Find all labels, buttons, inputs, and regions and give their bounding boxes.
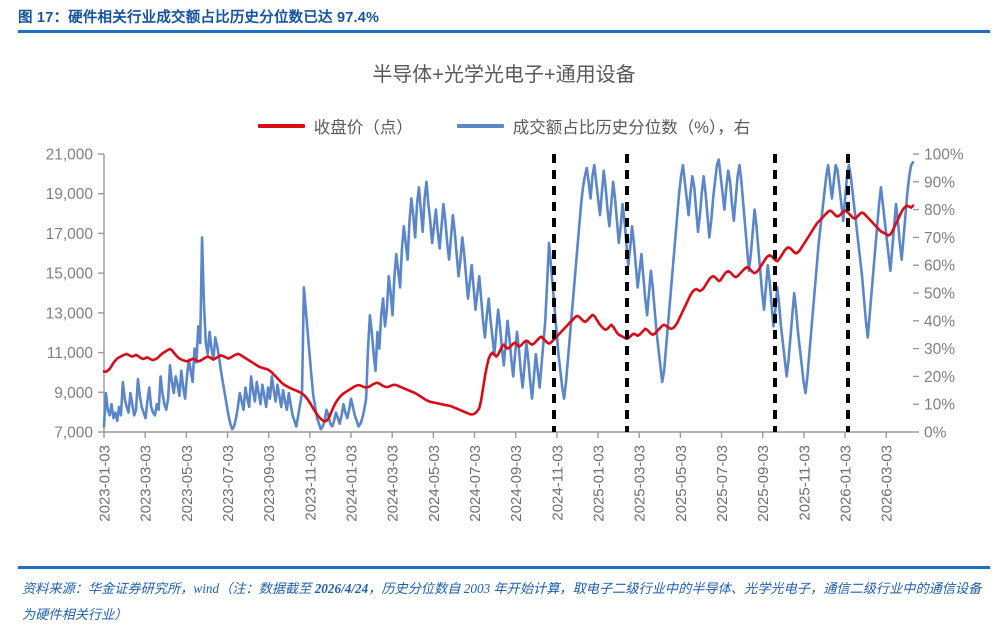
series-line-turnover-percentile	[102, 158, 915, 431]
left-axis-tick-label: 21,000	[46, 147, 94, 164]
legend-label-close-price: 收盘价（点）	[313, 119, 413, 137]
x-axis-tick-label: 2025-01-03	[591, 445, 608, 522]
left-axis-tick-label: 15,000	[46, 266, 94, 283]
right-axis-tick-label: 20%	[924, 369, 955, 386]
chart-title: 半导体+光学光电子+通用设备	[372, 64, 636, 86]
chart-svg: 7,000 9,000 11,000 13,000 15,000 17,000 19,000…	[46, 147, 964, 522]
x-axis-tick-label: 2024-03-03	[385, 445, 402, 522]
right-axis-tick-label: 0%	[924, 425, 947, 442]
series-line-close-price	[102, 204, 915, 423]
x-axis-tick-label: 2026-03-03	[879, 445, 896, 522]
x-axis-tick-label: 2023-07-03	[220, 445, 237, 522]
right-axis-tick-label: 70%	[924, 230, 955, 247]
left-axis-tick-label: 13,000	[46, 305, 94, 322]
x-axis-tick-label: 2025-07-03	[714, 445, 731, 522]
left-axis-tick-label: 19,000	[46, 186, 94, 203]
x-axis-tick-label: 2024-05-03	[426, 445, 443, 522]
left-axis-tick-label: 17,000	[46, 226, 94, 243]
header-divider	[18, 30, 990, 33]
right-axis-tick-label: 50%	[924, 286, 955, 303]
x-axis-tick-label: 2023-05-03	[179, 445, 196, 522]
x-axis-tick-label: 2026-01-03	[838, 445, 855, 522]
right-axis-tick-label: 30%	[924, 341, 955, 358]
legend-item-turnover-percentile[interactable]: 成交额占比历史分位数（%），右	[456, 114, 751, 138]
left-axis-tick-label: 9,000	[54, 385, 93, 402]
x-axis-tick-label: 2025-05-03	[673, 445, 690, 522]
x-axis-tick-label: 2024-11-03	[549, 445, 566, 521]
left-axis-tick-label: 11,000	[47, 345, 94, 362]
right-axis-tick-label: 10%	[924, 397, 955, 414]
left-axis-tick-label: 7,000	[54, 425, 93, 442]
source-note-text-2: ，历史分位数自 2003 年开始计算，取电子二级行业中的半导体、光学光电子，通信…	[22, 581, 982, 622]
right-axis-tick-label: 90%	[924, 174, 955, 191]
chart-container: 半导体+光学光电子+通用设备 收盘价（点） 成交额占比历史分位数（%），右 7,…	[0, 34, 1008, 554]
right-axis-tick-label: 100%	[924, 147, 964, 164]
chart-legend: 收盘价（点） 成交额占比历史分位数（%），右	[0, 114, 1008, 138]
source-note-text-1: 资料来源：华金证券研究所，wind（注：数据截至	[22, 581, 315, 596]
right-axis-tick-label: 80%	[924, 202, 955, 219]
x-axis-tick-label: 2023-01-03	[97, 445, 114, 522]
legend-swatch-red	[257, 124, 305, 128]
legend-item-close-price[interactable]: 收盘价（点）	[257, 114, 413, 138]
figure-header: 图 17：硬件相关行业成交额占比历史分位数已达 97.4%	[18, 2, 990, 30]
right-axis-tick-label: 40%	[924, 313, 955, 330]
x-axis-tick-label: 2024-01-03	[344, 445, 361, 522]
x-axis-tick-label: 2025-11-03	[796, 445, 813, 521]
footer-divider	[18, 566, 990, 569]
source-note: 资料来源：华金证券研究所，wind（注：数据截至 2026/4/24，历史分位数…	[22, 576, 988, 627]
right-axis-tick-label: 60%	[924, 258, 955, 275]
page-title: 图 17：硬件相关行业成交额占比历史分位数已达 97.4%	[18, 9, 380, 26]
x-axis-tick-label: 2023-03-03	[138, 445, 155, 522]
x-axis-tick-label: 2024-09-03	[508, 445, 525, 522]
x-axis-tick-label: 2024-07-03	[467, 445, 484, 522]
plot-area: 7,000 9,000 11,000 13,000 15,000 17,000 19,000…	[0, 34, 1008, 554]
x-axis-tick-label: 2025-03-03	[632, 445, 649, 522]
legend-swatch-blue	[456, 124, 504, 128]
legend-label-turnover-percentile: 成交额占比历史分位数（%），右	[512, 119, 751, 137]
x-axis-tick-label: 2023-09-03	[261, 445, 278, 522]
x-axis-tick-label: 2023-11-03	[302, 445, 319, 521]
source-note-date: 2026/4/24	[314, 581, 369, 596]
x-axis-tick-label: 2025-09-03	[755, 445, 772, 522]
